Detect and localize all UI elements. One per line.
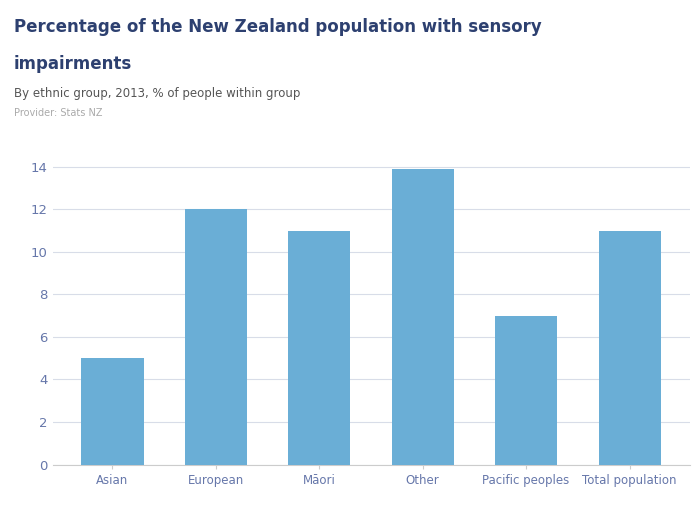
Text: figure.nz: figure.nz xyxy=(594,18,671,32)
Bar xyxy=(288,230,350,465)
Bar xyxy=(598,230,661,465)
Bar xyxy=(185,209,247,465)
Text: Provider: Stats NZ: Provider: Stats NZ xyxy=(14,108,102,118)
Bar xyxy=(81,358,144,465)
Text: By ethnic group, 2013, % of people within group: By ethnic group, 2013, % of people withi… xyxy=(14,87,300,100)
Text: impairments: impairments xyxy=(14,55,132,73)
Text: Percentage of the New Zealand population with sensory: Percentage of the New Zealand population… xyxy=(14,18,542,36)
Bar xyxy=(495,316,557,465)
Bar xyxy=(392,169,454,465)
